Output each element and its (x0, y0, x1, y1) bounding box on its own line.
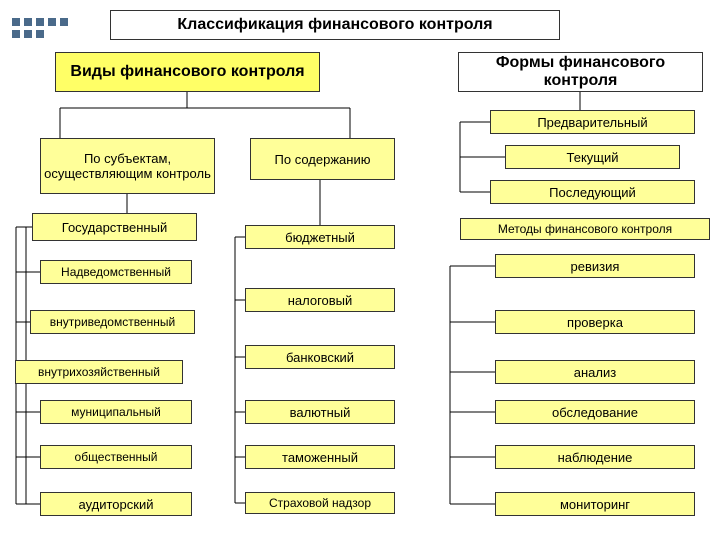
node-public-label: общественный (75, 450, 158, 464)
node-customs: таможенный (245, 445, 395, 469)
node-budget: бюджетный (245, 225, 395, 249)
node-survey: обследование (495, 400, 695, 424)
node-supra: Надведомственный (40, 260, 192, 284)
node-methods-label: Методы финансового контроля (498, 222, 672, 236)
node-audit: аудиторский (40, 492, 192, 516)
node-by_subjects: По субъектам, осуществляющим контроль (40, 138, 215, 194)
node-by_content: По содержанию (250, 138, 395, 180)
node-by_content-label: По содержанию (275, 152, 371, 167)
node-revision-label: ревизия (571, 259, 620, 274)
node-intra: внутриведомственный (30, 310, 195, 334)
bullet-icon (24, 18, 32, 26)
node-title: Классификация финансового контроля (110, 10, 560, 40)
node-observe: наблюдение (495, 445, 695, 469)
bullet-icon (36, 18, 44, 26)
node-check: проверка (495, 310, 695, 334)
node-by_subjects-label: По субъектам, осуществляющим контроль (43, 151, 212, 181)
node-preliminary-label: Предварительный (537, 115, 647, 130)
node-municipal-label: муниципальный (71, 405, 161, 419)
bullet-icon (48, 18, 56, 26)
node-state-label: Государственный (62, 220, 167, 235)
bullet-icon (12, 18, 20, 26)
node-observe-label: наблюдение (558, 450, 633, 465)
node-preliminary: Предварительный (490, 110, 695, 134)
node-internal_biz: внутрихозяйственный (15, 360, 183, 384)
node-insurance: Страховой надзор (245, 492, 395, 514)
node-subsequent: Последующий (490, 180, 695, 204)
node-bank-label: банковский (286, 350, 354, 365)
node-forms-label: Формы финансового контроля (461, 54, 700, 90)
bullet-icon (60, 18, 68, 26)
node-municipal: муниципальный (40, 400, 192, 424)
node-analysis-label: анализ (574, 365, 616, 380)
node-state: Государственный (32, 213, 197, 241)
node-tax: налоговый (245, 288, 395, 312)
node-analysis: анализ (495, 360, 695, 384)
node-intra-label: внутриведомственный (50, 315, 175, 329)
node-insurance-label: Страховой надзор (269, 496, 371, 510)
node-current: Текущий (505, 145, 680, 169)
node-currency: валютный (245, 400, 395, 424)
node-tax-label: налоговый (288, 293, 353, 308)
node-monitoring-label: мониторинг (560, 497, 630, 512)
node-subsequent-label: Последующий (549, 185, 636, 200)
node-methods: Методы финансового контроля (460, 218, 710, 240)
node-supra-label: Надведомственный (61, 265, 171, 279)
node-internal_biz-label: внутрихозяйственный (38, 365, 160, 379)
bullet-icon (24, 30, 32, 38)
node-title-label: Классификация финансового контроля (177, 16, 492, 34)
bullet-icon (36, 30, 44, 38)
node-public: общественный (40, 445, 192, 469)
node-forms: Формы финансового контроля (458, 52, 703, 92)
node-currency-label: валютный (290, 405, 351, 420)
node-types-label: Виды финансового контроля (70, 63, 304, 81)
node-check-label: проверка (567, 315, 623, 330)
node-budget-label: бюджетный (285, 230, 355, 245)
node-bank: банковский (245, 345, 395, 369)
node-current-label: Текущий (567, 150, 619, 165)
node-revision: ревизия (495, 254, 695, 278)
node-monitoring: мониторинг (495, 492, 695, 516)
node-types: Виды финансового контроля (55, 52, 320, 92)
node-survey-label: обследование (552, 405, 638, 420)
node-audit-label: аудиторский (79, 497, 154, 512)
bullet-icon (12, 30, 20, 38)
node-customs-label: таможенный (282, 450, 358, 465)
